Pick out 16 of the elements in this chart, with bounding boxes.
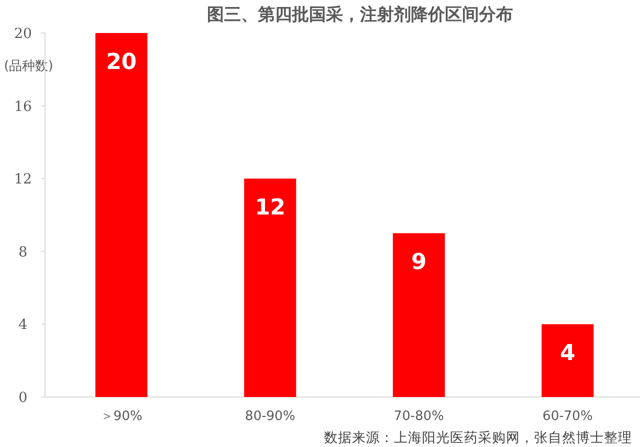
value-label: 4 [560,341,576,366]
value-label: 9 [411,250,427,276]
value-label: 12 [254,196,286,221]
ytick: 16 [14,98,32,115]
ytick: 12 [14,172,32,188]
xtick: 60-70% [542,409,593,424]
xtick: 70-80% [394,409,444,424]
value-label: 20 [106,50,137,75]
xtick: 80-90% [245,409,296,424]
xtick: ＞90% [100,409,142,424]
title: 图三、第四批国采，注射剂降价区间分布 [207,5,513,25]
ytick: 20 [14,26,32,42]
ytick: 4 [18,317,28,334]
ytick: 0 [18,390,28,406]
ytick: 8 [18,244,28,260]
annotation: 数据来源：上海阳光医药采购网，张自然博士整理 [324,430,632,446]
